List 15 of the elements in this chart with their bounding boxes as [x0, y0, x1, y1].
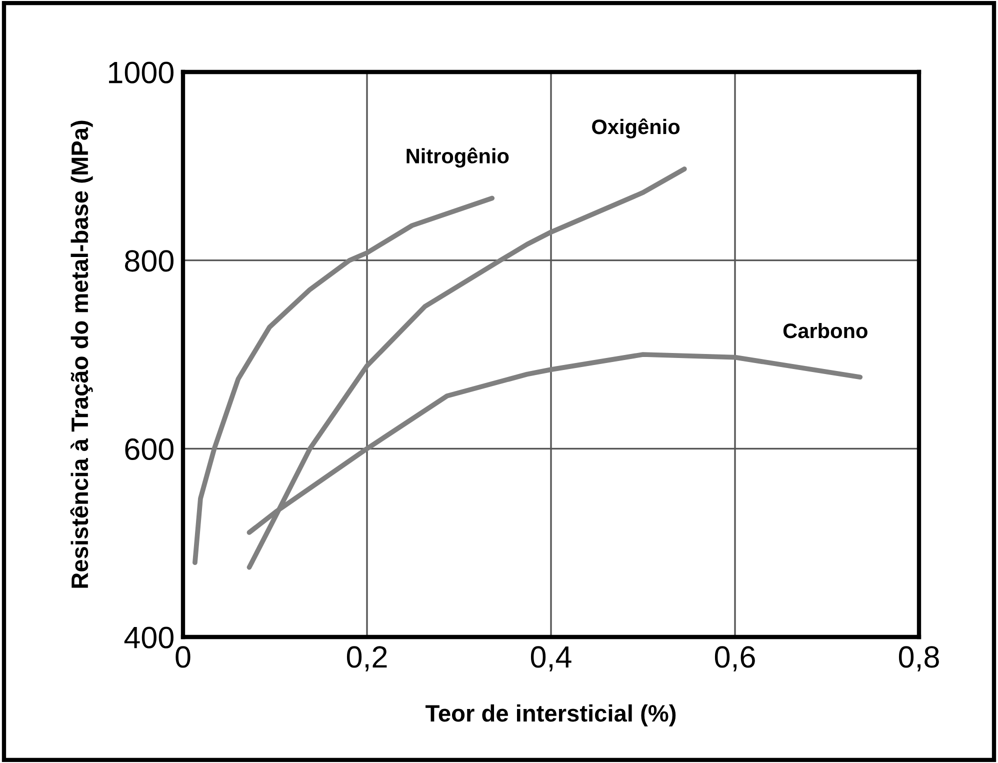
series-label: Carbono — [783, 322, 868, 338]
x-tick-label: 0,6 — [714, 646, 755, 672]
series-label: Oxigênio — [592, 118, 680, 138]
x-tick-label: 0 — [176, 646, 190, 668]
line-series — [192, 196, 495, 566]
y-tick-label: 1000 — [109, 62, 174, 84]
x-axis-title: Teor de intersticial (%) — [426, 704, 676, 726]
series-label: Nitrogênio — [406, 148, 509, 168]
y-tick-label: 400 — [124, 626, 174, 648]
x-tick-label: 0,4 — [530, 646, 572, 672]
y-axis-title: Resistência à Tração do metal-base (MPa) — [70, 120, 93, 588]
y-tick-label: 800 — [125, 250, 174, 272]
y-tick-label: 600 — [125, 438, 174, 460]
x-tick-label: 0,2 — [346, 646, 387, 672]
x-tick-label: 0,8 — [898, 646, 939, 672]
